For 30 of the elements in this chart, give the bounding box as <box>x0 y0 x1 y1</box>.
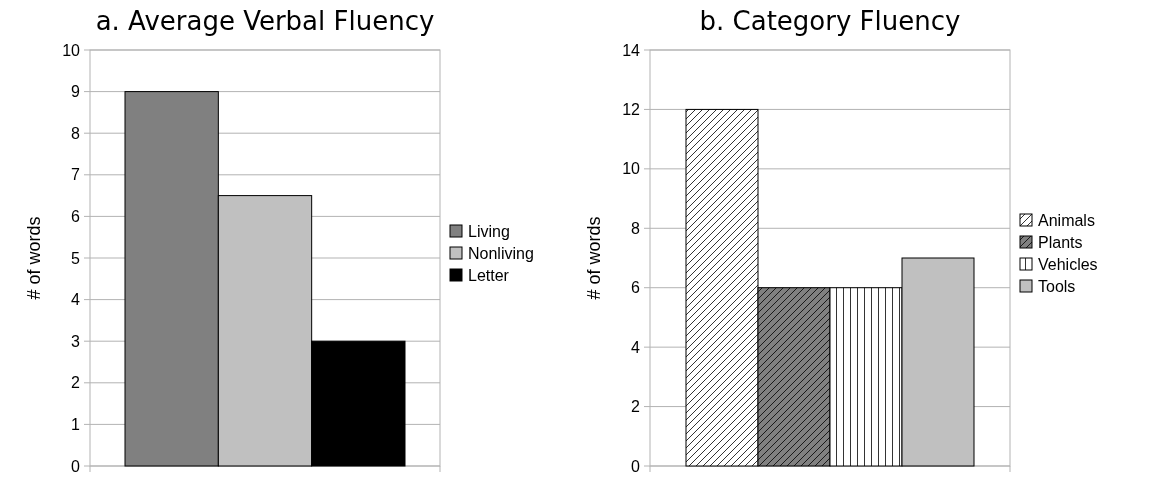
y-tick-label: 5 <box>71 249 81 267</box>
y-tick-label: 10 <box>622 160 641 178</box>
y-tick-label: 14 <box>622 41 641 59</box>
y-tick-label: 4 <box>631 338 641 356</box>
legend-label: Living <box>468 222 510 240</box>
legend-label: Tools <box>1038 277 1076 295</box>
y-tick-label: 1 <box>71 416 81 433</box>
y-tick-label: 9 <box>71 83 81 101</box>
y-tick-label: 8 <box>631 219 641 237</box>
y-tick-label: 7 <box>71 166 81 184</box>
legend-label: Animals <box>1038 211 1095 229</box>
y-tick-label: 0 <box>71 457 81 475</box>
y-tick-label: 3 <box>71 332 81 350</box>
y-tick-label: 0 <box>631 457 641 475</box>
y-axis-title: # of words <box>584 216 604 300</box>
y-tick-label: 6 <box>631 279 641 297</box>
y-tick-label: 10 <box>62 41 81 59</box>
y-axis-title: # of words <box>24 216 44 300</box>
chart-title: b. Category Fluency <box>699 6 961 36</box>
y-tick-label: 6 <box>71 208 81 225</box>
y-tick-label: 2 <box>71 374 81 392</box>
legend-label: Vehicles <box>1038 255 1098 273</box>
legend-label: Nonliving <box>468 244 534 262</box>
y-tick-label: 8 <box>71 124 81 142</box>
y-tick-label: 2 <box>631 398 641 416</box>
legend-label: Letter <box>468 266 510 284</box>
chart-title: a. Average Verbal Fluency <box>95 6 435 36</box>
y-tick-label: 12 <box>622 101 641 119</box>
y-tick-label: 4 <box>71 291 81 309</box>
legend-label: Plants <box>1038 233 1083 251</box>
